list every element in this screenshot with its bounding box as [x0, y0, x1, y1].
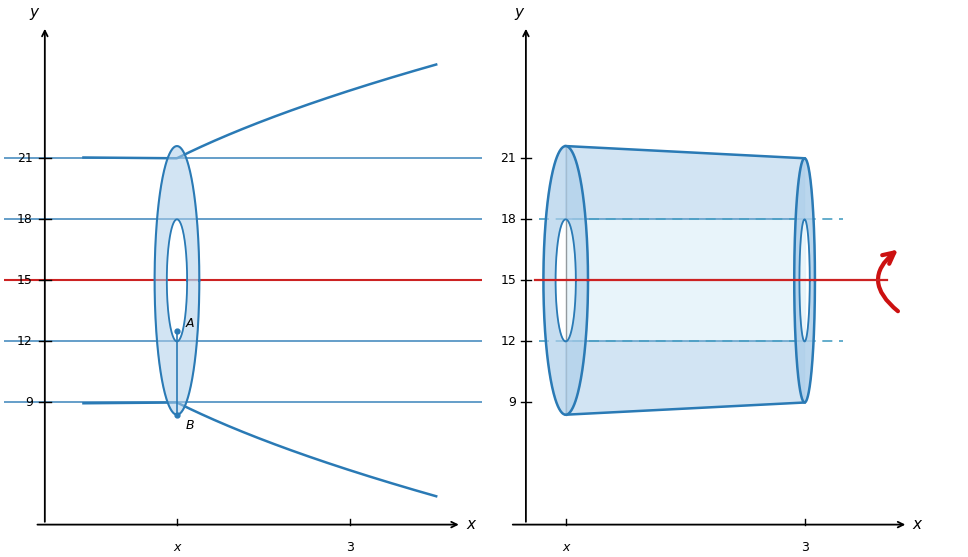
Text: y: y	[30, 5, 39, 20]
Text: x: x	[467, 517, 475, 532]
Text: 18: 18	[16, 213, 33, 226]
Text: 12: 12	[16, 335, 33, 348]
Text: y: y	[514, 5, 523, 20]
Text: 15: 15	[16, 274, 33, 287]
Text: 21: 21	[16, 152, 33, 165]
Polygon shape	[565, 341, 804, 415]
Text: 21: 21	[500, 152, 516, 165]
Text: 3: 3	[346, 541, 353, 554]
Text: 3: 3	[801, 541, 808, 554]
Polygon shape	[794, 158, 815, 403]
Text: B: B	[186, 419, 195, 432]
Text: x: x	[173, 541, 181, 554]
Polygon shape	[543, 146, 588, 415]
Text: 12: 12	[500, 335, 516, 348]
Text: 15: 15	[500, 274, 516, 287]
Text: x: x	[912, 517, 922, 532]
Text: 18: 18	[500, 213, 516, 226]
Text: x: x	[562, 541, 569, 554]
Text: 9: 9	[508, 396, 516, 409]
Polygon shape	[155, 146, 199, 415]
Text: A: A	[186, 317, 195, 330]
Text: 9: 9	[25, 396, 33, 409]
Polygon shape	[565, 146, 804, 219]
